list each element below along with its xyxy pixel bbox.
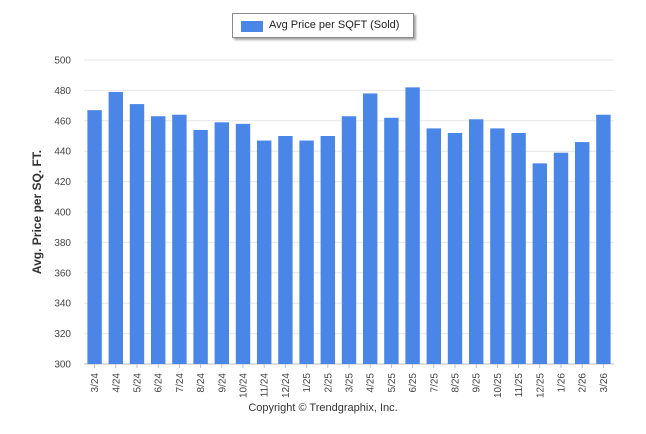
bar-11-24[interactable] xyxy=(256,140,272,364)
y-tick-label: 440 xyxy=(54,147,71,158)
y-tick-label: 380 xyxy=(54,238,71,249)
x-tick-label: 12/25 xyxy=(535,373,546,398)
x-tick-label: 1/26 xyxy=(557,373,568,393)
x-tick-label: 11/24 xyxy=(260,373,271,398)
bar-12-25[interactable] xyxy=(532,163,548,364)
bar-1-25[interactable] xyxy=(299,140,314,364)
y-tick-label: 300 xyxy=(54,360,71,371)
y-axis-ticks: 300 320 340 360 380 400 420 440 460 480 500 xyxy=(54,56,71,371)
bar-10-24[interactable] xyxy=(235,123,251,364)
bar-11-25[interactable] xyxy=(511,132,526,364)
bar-4-24[interactable] xyxy=(108,91,124,365)
bar-9-24[interactable] xyxy=(214,122,230,364)
bar-2-26[interactable] xyxy=(574,142,590,364)
x-tick-label: 2/26 xyxy=(578,373,589,393)
bar-6-25[interactable] xyxy=(405,87,420,365)
bar-7-25[interactable] xyxy=(426,128,442,364)
y-tick-label: 480 xyxy=(54,86,71,97)
x-tick-label: 7/24 xyxy=(175,373,186,393)
bar-3-26[interactable] xyxy=(596,114,611,364)
x-tick-label: 12/24 xyxy=(281,373,292,398)
y-tick-label: 360 xyxy=(54,268,71,279)
bar-3-25[interactable] xyxy=(341,116,357,365)
bar-1-26[interactable] xyxy=(553,152,569,364)
bar-5-24[interactable] xyxy=(129,104,145,364)
y-axis-label: Avg. Price per SQ. FT. xyxy=(30,150,44,274)
legend[interactable]: Avg Price per SQFT (Sold) xyxy=(232,13,414,38)
y-tick-label: 420 xyxy=(54,177,71,188)
x-tick-label: 11/25 xyxy=(514,373,525,398)
x-tick-label: 3/26 xyxy=(599,373,610,393)
x-tick-label: 10/25 xyxy=(493,373,504,398)
bar-6-24[interactable] xyxy=(150,116,166,365)
legend-label: Avg Price per SQFT (Sold) xyxy=(269,19,400,31)
bar-2-25[interactable] xyxy=(320,136,336,364)
bar-12-24[interactable] xyxy=(278,136,293,364)
bar-8-25[interactable] xyxy=(447,132,463,364)
x-tick-label: 5/25 xyxy=(387,373,398,393)
x-tick-label: 9/25 xyxy=(472,373,483,393)
x-tick-label: 3/25 xyxy=(345,373,356,393)
bar-10-25[interactable] xyxy=(490,128,505,364)
y-tick-label: 400 xyxy=(54,208,71,219)
x-tick-label: 6/25 xyxy=(408,373,419,393)
bar-5-25[interactable] xyxy=(384,117,399,364)
bars xyxy=(87,87,611,365)
bar-7-24[interactable] xyxy=(172,114,187,364)
x-tick-label: 7/25 xyxy=(429,373,440,393)
x-tick-label: 6/24 xyxy=(154,373,165,393)
y-tick-label: 500 xyxy=(54,56,71,67)
x-tick-label: 2/25 xyxy=(323,373,334,393)
x-tick-label: 5/24 xyxy=(133,373,144,393)
y-tick-label: 460 xyxy=(54,116,71,127)
copyright-text: Copyright © Trendgraphix, Inc. xyxy=(248,402,398,414)
x-tick-label: 1/25 xyxy=(302,373,313,393)
bar-4-25[interactable] xyxy=(362,93,378,364)
x-tick-label: 3/24 xyxy=(90,373,101,393)
bar-3-24[interactable] xyxy=(87,110,102,364)
x-tick-label: 8/25 xyxy=(451,373,462,393)
bar-8-24[interactable] xyxy=(193,129,208,364)
x-tick-label: 4/24 xyxy=(111,373,122,393)
x-tick-label: 4/25 xyxy=(366,373,377,393)
bar-9-25[interactable] xyxy=(468,119,484,364)
x-tick-label: 8/24 xyxy=(196,373,207,393)
x-axis-ticks: 3/24 4/24 5/24 6/24 7/24 8/24 9/24 10/24 11/24 12… xyxy=(90,364,610,398)
x-tick-label: 9/24 xyxy=(217,373,228,393)
x-tick-label: 10/24 xyxy=(239,373,250,398)
legend-swatch xyxy=(241,21,263,32)
y-tick-label: 340 xyxy=(54,299,71,310)
y-tick-label: 320 xyxy=(54,329,71,340)
